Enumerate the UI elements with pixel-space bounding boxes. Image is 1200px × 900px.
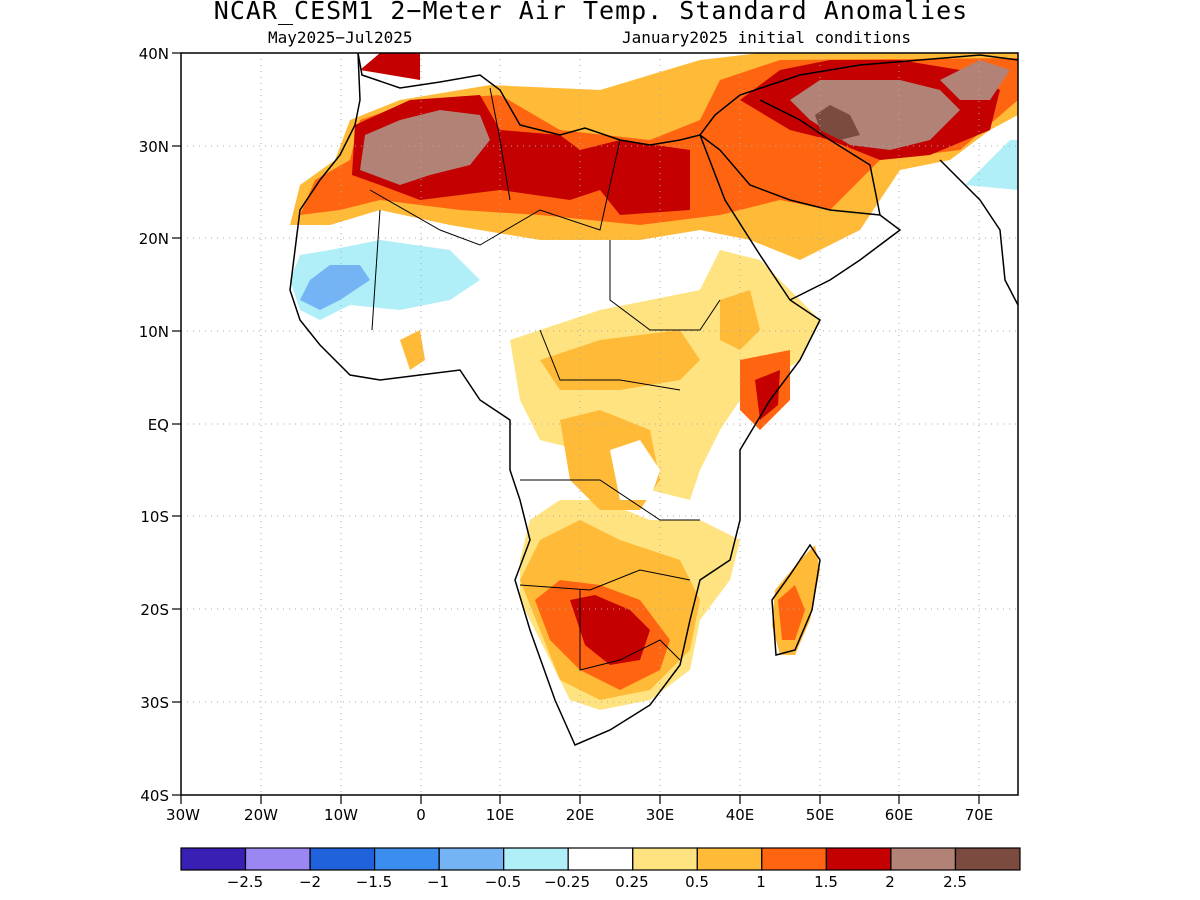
colorbar-label: −2 (299, 873, 321, 891)
colorbar-swatch (825, 847, 892, 871)
axis-ticks (172, 52, 980, 804)
longitude-labels: 30W 20W 10W 0 10E 20E 30E 40E 50E 60E 70… (166, 806, 993, 824)
colorbar-swatch (890, 847, 957, 871)
colorbar-swatch (438, 847, 505, 871)
lat-label: 40S (140, 787, 169, 805)
map-graticule (181, 53, 1018, 795)
lat-label: 30N (139, 138, 169, 156)
colorbar-label: −0.5 (485, 873, 521, 891)
colorbar-label: 1.5 (814, 873, 838, 891)
colorbar-label: −2.5 (227, 873, 263, 891)
forecast-period: May2025−Jul2025 (268, 28, 413, 47)
colorbar-swatch (761, 847, 827, 871)
lon-label: 60E (885, 806, 914, 824)
colorbar-label: −1.5 (356, 873, 392, 891)
colorbar-swatch (374, 847, 440, 871)
lat-label: 40N (139, 45, 169, 63)
colorbar-label: 0.25 (615, 873, 648, 891)
lon-label: 70E (965, 806, 994, 824)
map-plot-area (181, 53, 1018, 795)
lat-label: 20S (140, 601, 169, 619)
lat-label: 30S (140, 694, 169, 712)
colorbar-swatch (567, 847, 634, 871)
lat-label: EQ (148, 416, 169, 434)
anomaly-shading (290, 53, 1018, 710)
colorbar-swatch (632, 847, 698, 871)
latitude-labels: 40N 30N 20N 10N EQ 10S 20S 30S 40S (139, 45, 169, 805)
coastlines (289, 53, 1018, 746)
colorbar-labels: −2.5 −2 −1.5 −1 −0.5 −0.25 0.25 0.5 1 1.… (227, 873, 967, 891)
colorbar-label: 1 (756, 873, 766, 891)
colorbar-swatch (309, 847, 376, 871)
lon-label: 20W (244, 806, 278, 824)
lat-label: 10N (139, 323, 169, 341)
lat-label: 20N (139, 230, 169, 248)
colorbar-swatch (503, 847, 569, 871)
lon-label: 30E (646, 806, 675, 824)
lat-label: 10S (140, 508, 169, 526)
lon-label: 10W (324, 806, 358, 824)
colorbar (180, 847, 1021, 871)
initial-conditions: January2025 initial conditions (622, 28, 911, 47)
colorbar-swatch (696, 847, 763, 871)
country-borders (369, 87, 721, 671)
lon-label: 0 (416, 806, 426, 824)
lon-label: 30W (166, 806, 200, 824)
colorbar-label: 0.5 (685, 873, 709, 891)
lon-label: 10E (486, 806, 515, 824)
lon-label: 40E (726, 806, 755, 824)
colorbar-label: 2.5 (943, 873, 967, 891)
colorbar-label: 2 (885, 873, 895, 891)
lon-label: 20E (566, 806, 595, 824)
lon-label: 50E (806, 806, 835, 824)
colorbar-label: −0.25 (544, 873, 590, 891)
map-title: NCAR_CESM1 2−Meter Air Temp. Standard An… (213, 0, 969, 25)
colorbar-swatch (954, 847, 1021, 871)
colorbar-swatch (244, 847, 311, 871)
colorbar-swatch (180, 847, 247, 871)
colorbar-label: −1 (427, 873, 449, 891)
